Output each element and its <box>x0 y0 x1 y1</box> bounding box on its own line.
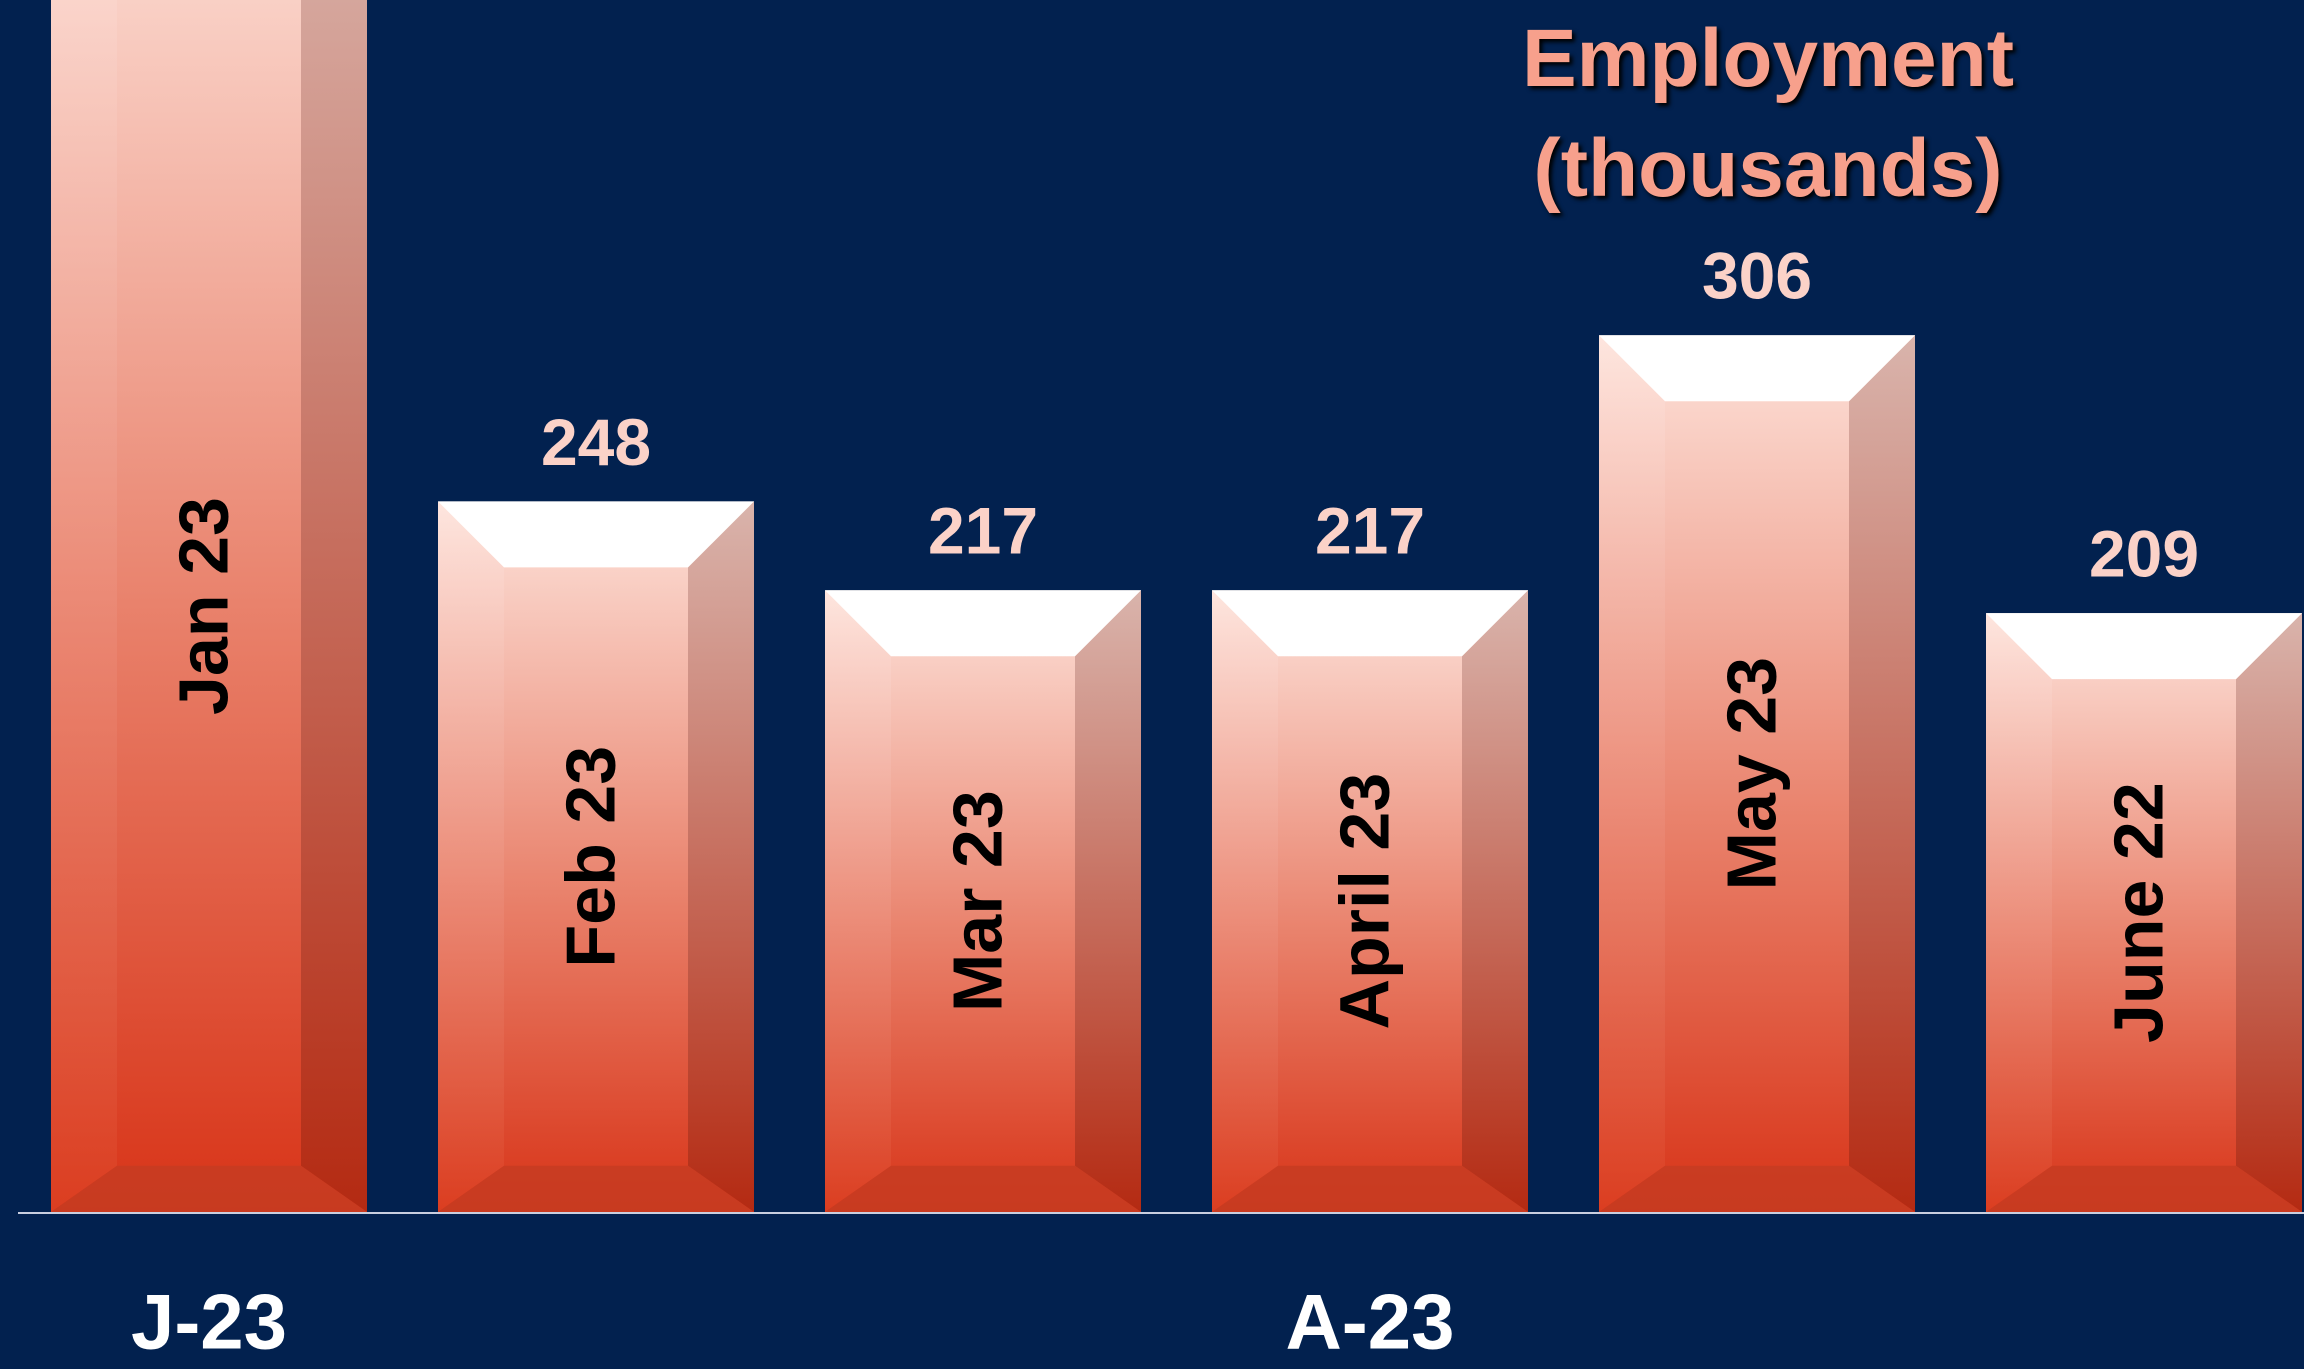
bar-bevel-left <box>1986 613 2052 1212</box>
x-group-label: J-23 <box>131 1278 287 1366</box>
bar-bevel-right <box>1849 335 1915 1213</box>
bar-bevel-bottom <box>1212 1165 1528 1212</box>
category-label: Mar 23 <box>938 790 1016 1012</box>
category-label: Feb 23 <box>551 746 629 968</box>
bar-group: Jan 23 <box>51 0 367 1213</box>
chart-title: Employment (thousands) <box>1521 13 2015 214</box>
category-label: April 23 <box>1325 773 1403 1030</box>
bar-bevel-bottom <box>438 1165 754 1212</box>
bar-bevel-left <box>438 501 504 1212</box>
bar-bevel-right <box>2236 613 2302 1212</box>
bar-bevel-right <box>1462 590 1528 1212</box>
value-label: 217 <box>1315 494 1425 568</box>
bar-bevel-left <box>1599 335 1665 1213</box>
category-label: May 23 <box>1712 657 1790 890</box>
bar-bevel-left <box>51 0 117 1212</box>
bar-group: June 22 <box>1986 613 2302 1212</box>
value-label: 217 <box>928 494 1038 568</box>
bar-bevel-top <box>438 501 754 568</box>
bar-bevel-bottom <box>51 1165 367 1212</box>
bar-bevel-right <box>1075 590 1141 1212</box>
bar-bevel-left <box>1212 590 1278 1212</box>
bar-bevel-top <box>1212 590 1528 657</box>
value-label: 248 <box>541 405 651 479</box>
bar-group: May 23 <box>1599 335 1915 1213</box>
bar-bevel-top <box>1599 335 1915 402</box>
bar-group: April 23 <box>1212 590 1528 1212</box>
bar-bevel-bottom <box>1986 1165 2302 1212</box>
bar-bevel-left <box>825 590 891 1212</box>
x-group-label: A-23 <box>1285 1278 1454 1366</box>
bar-bevel-right <box>688 501 754 1212</box>
bar-bevel-bottom <box>1599 1165 1915 1212</box>
value-label: 209 <box>2089 517 2199 591</box>
bar-group: Mar 23 <box>825 590 1141 1212</box>
bar-bevel-top <box>1986 613 2302 680</box>
bar-bevel-bottom <box>825 1165 1141 1212</box>
bar-group: Feb 23 <box>438 501 754 1212</box>
bar-bevel-right <box>301 0 367 1212</box>
category-label: June 22 <box>2099 782 2177 1043</box>
category-label: Jan 23 <box>164 497 242 715</box>
bar-bevel-top <box>825 590 1141 657</box>
value-label: 306 <box>1702 239 1812 313</box>
